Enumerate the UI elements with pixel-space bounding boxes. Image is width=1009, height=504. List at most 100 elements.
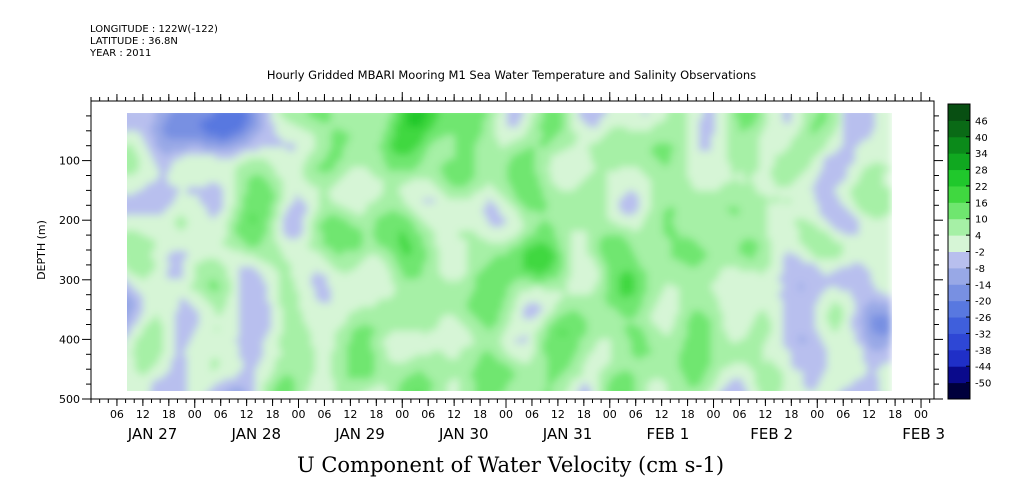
heatmap-cell — [670, 114, 676, 120]
heatmap-cell — [762, 174, 768, 180]
heatmap-cell — [662, 202, 668, 208]
heatmap-cell — [606, 198, 612, 204]
heatmap-cell — [538, 118, 544, 124]
heatmap-cell — [362, 178, 368, 184]
heatmap-cell — [218, 118, 224, 124]
heatmap-cell — [502, 206, 508, 212]
heatmap-cell — [178, 158, 184, 164]
heatmap-cell — [282, 186, 288, 192]
heatmap-cell — [762, 130, 768, 136]
heatmap-cell — [286, 182, 292, 188]
heatmap-cell — [650, 126, 656, 132]
heatmap-cell — [662, 182, 668, 188]
heatmap-cell — [438, 190, 444, 196]
heatmap-cell — [462, 142, 468, 148]
heatmap-cell — [686, 190, 692, 196]
heatmap-cell — [130, 174, 136, 180]
heatmap-cell — [798, 150, 804, 156]
heatmap-cell — [858, 166, 864, 172]
heatmap-cell — [138, 146, 144, 152]
heatmap-cell — [482, 126, 488, 132]
heatmap-cell — [422, 174, 428, 180]
heatmap-cell — [674, 186, 680, 192]
heatmap-cell — [354, 122, 360, 128]
heatmap-cell — [558, 114, 564, 120]
heatmap-cell — [482, 166, 488, 172]
heatmap-cell — [758, 186, 764, 192]
heatmap-cell — [174, 146, 180, 152]
heatmap-cell — [146, 154, 152, 160]
heatmap-cell — [338, 142, 344, 148]
heatmap-cell — [498, 182, 504, 188]
heatmap-cell — [590, 198, 596, 204]
heatmap-cell — [454, 138, 460, 144]
heatmap-cell — [310, 122, 316, 128]
heatmap-cell — [266, 206, 272, 212]
heatmap-cell — [482, 182, 488, 188]
heatmap-cell — [366, 154, 372, 160]
heatmap-cell — [330, 138, 336, 144]
heatmap-cell — [638, 122, 644, 128]
heatmap-cell — [630, 194, 636, 200]
heatmap-cell — [782, 202, 788, 208]
heatmap-cell — [638, 174, 644, 180]
heatmap-cell — [198, 134, 204, 140]
heatmap-cell — [618, 166, 624, 172]
heatmap-cell — [482, 146, 488, 152]
heatmap-cell — [434, 154, 440, 160]
heatmap-cell — [738, 142, 744, 148]
heatmap-cell — [250, 142, 256, 148]
heatmap-cell — [286, 122, 292, 128]
heatmap-cell — [134, 126, 140, 132]
heatmap-cell — [842, 154, 848, 160]
heatmap-cell — [266, 113, 272, 116]
heatmap-cell — [470, 118, 476, 124]
heatmap-cell — [598, 130, 604, 136]
heatmap-cell — [582, 202, 588, 208]
heatmap-cell — [478, 182, 484, 188]
heatmap-cell — [350, 186, 356, 192]
heatmap-cell — [850, 138, 856, 144]
heatmap-cell — [127, 194, 132, 200]
heatmap-cell — [310, 142, 316, 148]
heatmap-cell — [162, 174, 168, 180]
heatmap-cell — [450, 174, 456, 180]
heatmap-cell — [694, 186, 700, 192]
heatmap-cell — [111, 143, 116, 148]
heatmap-cell — [686, 154, 692, 160]
heatmap-cell — [206, 182, 212, 188]
heatmap-cell — [590, 142, 596, 148]
heatmap-cell — [654, 130, 660, 136]
heatmap-cell — [822, 166, 828, 172]
heatmap-cell — [354, 186, 360, 192]
heatmap-cell — [754, 186, 760, 192]
heatmap-cell — [670, 190, 676, 196]
heatmap-cell — [514, 126, 520, 132]
heatmap-cell — [602, 170, 608, 176]
heatmap-cell — [846, 162, 852, 168]
heatmap-cell — [886, 190, 892, 196]
heatmap-cell — [346, 138, 352, 144]
heatmap-cell — [882, 186, 888, 192]
heatmap-cell — [846, 118, 852, 124]
heatmap-cell — [286, 142, 292, 148]
heatmap-cell — [602, 190, 608, 196]
heatmap-cell — [490, 122, 496, 128]
heatmap-cell — [818, 166, 824, 172]
heatmap-cell — [710, 170, 716, 176]
heatmap-cell — [170, 194, 176, 200]
heatmap-cell — [334, 186, 340, 192]
heatmap-cell — [294, 166, 300, 172]
heatmap-cell — [838, 166, 844, 172]
heatmap-cell — [162, 178, 168, 184]
heatmap-cell — [606, 186, 612, 192]
heatmap-cell — [814, 126, 820, 132]
heatmap-cell — [710, 146, 716, 152]
heatmap-cell — [690, 158, 696, 164]
chart-title: Hourly Gridded MBARI Mooring M1 Sea Wate… — [266, 68, 757, 82]
heatmap-cell — [622, 186, 628, 192]
heatmap-cell — [598, 178, 604, 184]
heatmap-cell — [550, 118, 556, 124]
heatmap-cell — [586, 138, 592, 144]
heatmap-cell — [746, 150, 752, 156]
